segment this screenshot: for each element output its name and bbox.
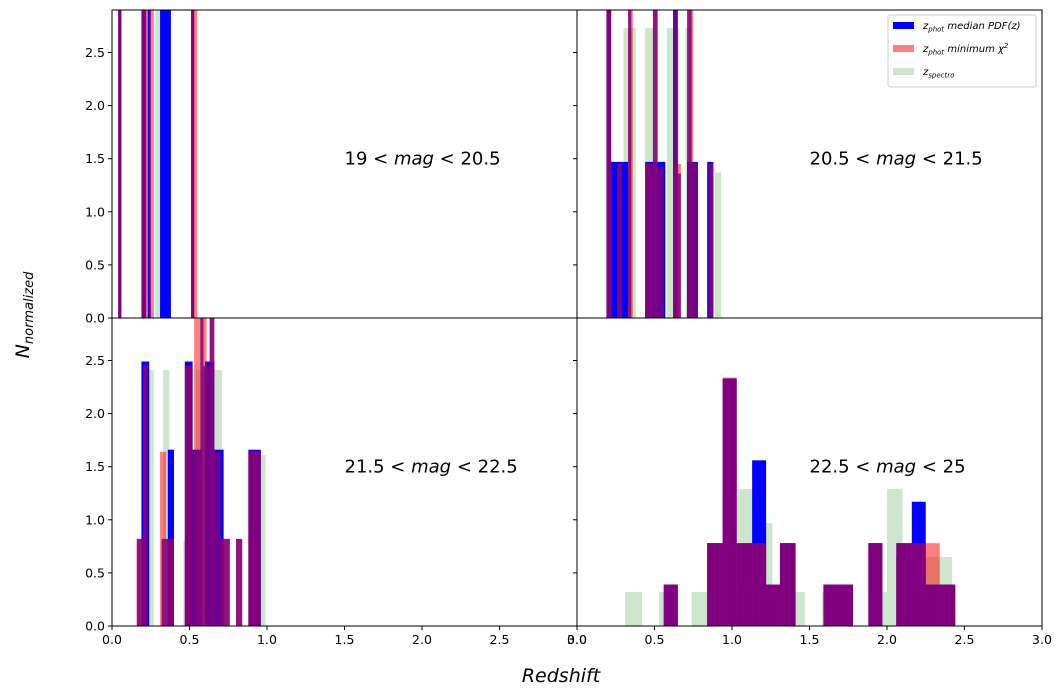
- panel-magnitude-label: 22.5 < mag < 25: [810, 457, 966, 478]
- y-tick-label: 0.5: [85, 257, 105, 272]
- overlap-bar: [780, 543, 796, 626]
- x-tick-label: 3.0: [1032, 632, 1052, 647]
- overlap-bar: [192, 10, 195, 318]
- overlap-bar: [200, 318, 204, 626]
- overlap-bar: [136, 538, 143, 626]
- x-tick-label: 0.5: [645, 632, 665, 647]
- overlap-bar: [823, 584, 839, 626]
- bars: [136, 318, 266, 626]
- overlap-bar: [925, 584, 940, 626]
- panel-top-left: 0.0 0.5 1.0 1.5 2.0 2.5 19 < mag < 20.5: [85, 9, 578, 326]
- overlap-bar: [209, 318, 215, 626]
- overlap-bar: [896, 556, 912, 626]
- y-tick-label: 1.0: [85, 512, 105, 527]
- overlap-bar: [617, 164, 621, 318]
- median-bar: [167, 449, 174, 626]
- overlap-bar: [868, 543, 883, 626]
- overlap-bar: [149, 10, 151, 318]
- panels: 0.0 0.5 1.0 1.5 2.0 2.5 19 < mag < 20.5 20.5 < …: [85, 9, 1052, 647]
- overlap-bar: [161, 538, 173, 626]
- bars: [625, 377, 956, 626]
- y-tick-label: 2.5: [85, 353, 105, 368]
- overlap-bar: [220, 538, 230, 626]
- median-bar: [160, 10, 171, 318]
- overlap-bar: [766, 592, 781, 626]
- overlap-bar: [628, 10, 632, 318]
- overlap-bar: [673, 10, 678, 318]
- x-tick-label: 0.5: [180, 632, 200, 647]
- x-tick-label: 0.0: [102, 632, 122, 647]
- y-tick-label: 2.0: [85, 406, 105, 421]
- panel-bottom-left: 0.0 0.5 1.0 1.5 2.0 2.5 0.0 0.5 1.0 1.5 2.0 2.5 3.0 2…: [85, 317, 587, 647]
- x-tick-label: 3.0: [567, 632, 587, 647]
- overlap-bar: [838, 584, 853, 626]
- overlap-bar: [192, 451, 201, 626]
- overlap-bar: [119, 10, 122, 318]
- overlap-bar: [645, 164, 653, 318]
- legend-swatch: [893, 22, 914, 29]
- y-tick-label: 0.0: [85, 311, 105, 326]
- legend-entry: zspectro: [922, 67, 954, 80]
- overlap-bar: [236, 538, 243, 626]
- legend-swatch: [893, 45, 914, 52]
- spectro-bar: [625, 592, 643, 626]
- spectro-bar: [155, 10, 162, 318]
- legend-entry: zphot median PDF(z): [922, 21, 1021, 34]
- x-tick-label: 2.5: [490, 632, 510, 647]
- overlap-bar: [143, 10, 147, 318]
- y-tick-label: 1.5: [85, 151, 105, 166]
- overlap-bar: [708, 164, 712, 318]
- x-tick-label: 1.5: [335, 632, 355, 647]
- panel-magnitude-label: 21.5 < mag < 22.5: [345, 457, 518, 478]
- overlap-bar: [214, 451, 221, 626]
- y-tick-label: 2.5: [85, 45, 105, 60]
- spectro-bar: [691, 592, 708, 626]
- overlap-bar: [722, 378, 737, 626]
- overlap-bar: [736, 584, 753, 626]
- overlap-bar: [687, 10, 692, 318]
- x-tick-label: 2.0: [877, 632, 897, 647]
- y-tick-label: 1.5: [85, 459, 105, 474]
- panel-bottom-right: 0.0 0.5 1.0 1.5 2.0 2.5 3.0 22.5 < mag < 25: [567, 317, 1052, 647]
- overlap-bar: [707, 543, 723, 626]
- panel-magnitude-label: 20.5 < mag < 21.5: [810, 149, 983, 170]
- legend-swatch: [893, 68, 914, 75]
- y-tick-label: 1.0: [85, 204, 105, 219]
- panel-top-right: 20.5 < mag < 21.5: [573, 9, 1043, 319]
- x-tick-label: 0.0: [567, 632, 587, 647]
- overlap-bar: [652, 10, 658, 318]
- overlap-bar: [248, 451, 261, 626]
- y-axis-title: Nnormalized: [12, 271, 37, 358]
- legend-box: [887, 14, 1037, 88]
- overlap-bar: [691, 164, 698, 318]
- overlap-bar: [677, 173, 681, 318]
- bars: [118, 10, 198, 318]
- panel-magnitude-label: 19 < mag < 20.5: [345, 149, 501, 170]
- bars: [606, 10, 722, 318]
- overlap-bar: [911, 543, 926, 626]
- x-tick-label: 1.0: [257, 632, 277, 647]
- spectro-bar: [146, 370, 154, 626]
- x-tick-label: 2.0: [412, 632, 432, 647]
- legend: zphot median PDF(z) zphot minimum χ2 zspec…: [887, 14, 1037, 88]
- overlap-bar: [143, 365, 148, 626]
- overlap-bar: [752, 543, 767, 626]
- minchi-bar: [149, 10, 154, 318]
- overlap-bar: [939, 584, 956, 626]
- y-tick-label: 0.5: [85, 565, 105, 580]
- overlap-bar: [663, 584, 678, 626]
- overlap-bar: [203, 365, 210, 626]
- y-tick-label: 2.0: [85, 98, 105, 113]
- overlap-bar: [657, 167, 664, 318]
- overlap-bar: [184, 365, 193, 626]
- x-tick-label: 1.0: [722, 632, 742, 647]
- y-tick-label: 0.0: [85, 619, 105, 634]
- spectro-bar: [714, 172, 722, 318]
- legend-entry: zphot minimum χ2: [922, 42, 1009, 57]
- x-axis-title: Redshift: [522, 665, 602, 687]
- overlap-bar: [608, 10, 612, 318]
- x-tick-label: 2.5: [955, 632, 975, 647]
- x-tick-label: 1.5: [800, 632, 820, 647]
